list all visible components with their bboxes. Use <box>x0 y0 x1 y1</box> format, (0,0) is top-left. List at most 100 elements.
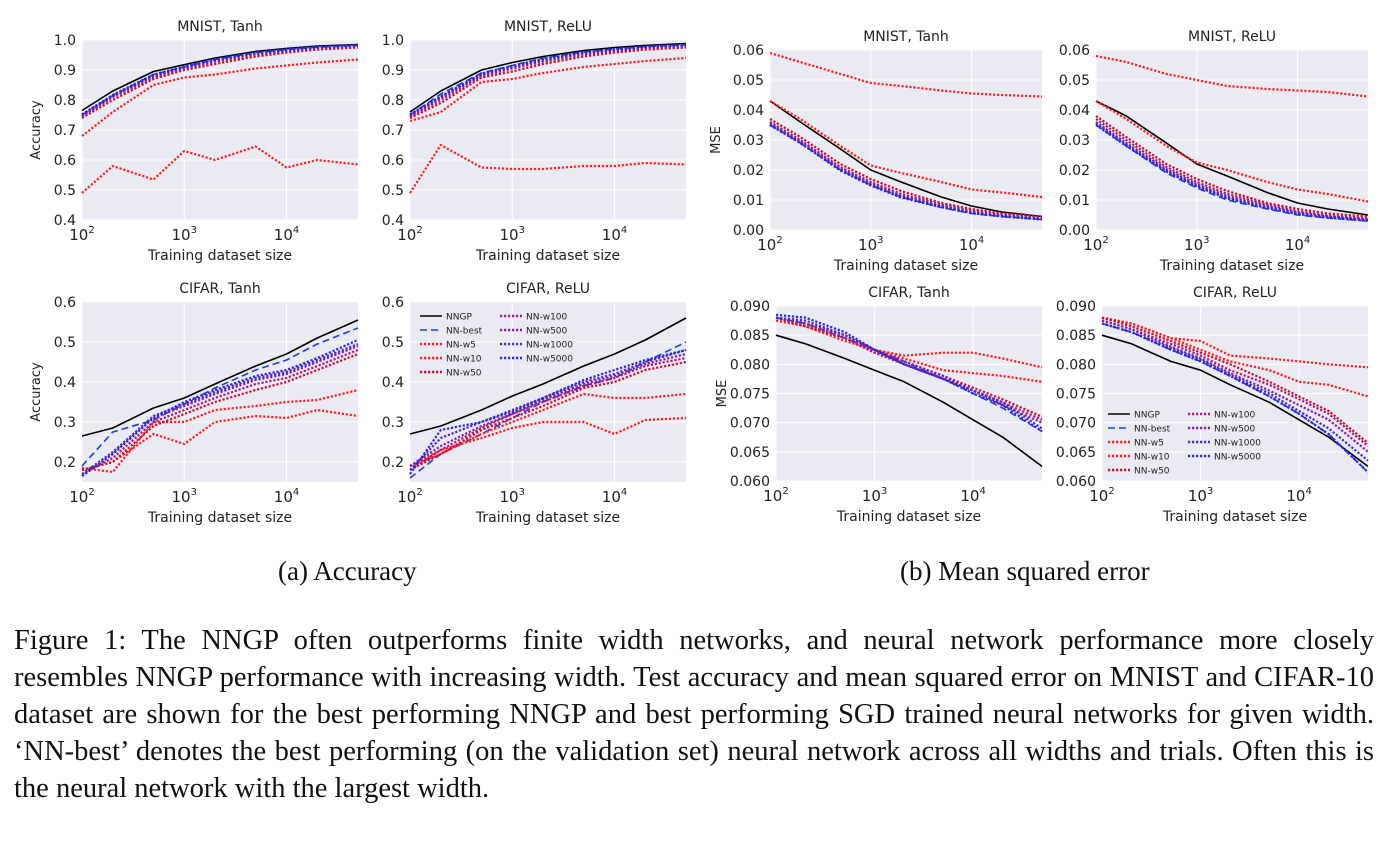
x-axis-label: Training dataset size <box>833 258 978 274</box>
subcaption-accuracy: (a) Accuracy <box>278 556 417 586</box>
y-tick-label: 0.7 <box>382 123 404 139</box>
y-tick-label: 0.00 <box>733 223 764 239</box>
series-line <box>81 145 359 194</box>
legend-label: NN-w1000 <box>526 341 573 351</box>
series-line <box>409 143 687 194</box>
x-tick-label: 103 <box>500 487 525 506</box>
chart-panel: 0.00 0.01 0.02 0.03 0.04 0.05 0.06 102 103 104 MNI… <box>709 29 1043 274</box>
x-axis-label: Training dataset size <box>1159 258 1304 274</box>
series-line <box>769 51 1043 98</box>
series-line <box>409 43 687 116</box>
legend-label: NN-best <box>446 327 483 337</box>
chart-panel: 0.060 0.065 0.070 0.075 0.080 0.085 0.090 102 10… <box>1056 285 1369 525</box>
series-line <box>409 360 687 471</box>
legend-label: NN-w10 <box>446 355 482 365</box>
y-axis-label: MSE <box>709 126 724 154</box>
series-line <box>409 46 687 119</box>
series-line <box>1101 316 1369 398</box>
legend-label: NN-w100 <box>1214 411 1256 421</box>
y-tick-label: 0.070 <box>730 416 770 432</box>
chart-title: MNIST, Tanh <box>863 29 949 45</box>
y-tick-label: 0.3 <box>54 415 76 431</box>
y-tick-label: 0.2 <box>54 455 76 471</box>
figure-caption: Figure 1: The NNGP often outperforms fin… <box>14 625 1374 804</box>
x-tick-label: 102 <box>757 235 782 254</box>
y-tick-label: 0.9 <box>54 63 76 79</box>
x-tick-label: 103 <box>858 235 883 254</box>
series-line <box>409 392 687 468</box>
chart-panel: 0.4 0.5 0.6 0.7 0.8 0.9 1.0 102 103 104 MNIST, Tan… <box>29 19 359 264</box>
chart-panel: 0.060 0.065 0.070 0.075 0.080 0.085 0.090 102 10… <box>715 285 1043 525</box>
chart-title: MNIST, ReLU <box>504 19 592 35</box>
chart-panel: 0.2 0.3 0.4 0.5 0.6 102 103 104 CIFAR, ReLU Train… <box>382 281 687 526</box>
legend-label: NN-w5000 <box>1214 453 1261 463</box>
chart-title: CIFAR, Tanh <box>179 281 260 297</box>
legend: NNGP NN-best NN-w5 NN-w10 NN-w50 NN-w100 NN-w5… <box>420 313 573 379</box>
series-line <box>1101 319 1369 453</box>
legend-label: NN-best <box>1134 425 1171 435</box>
y-tick-label: 0.065 <box>1056 445 1096 461</box>
series-line <box>769 100 1043 218</box>
y-tick-label: 0.060 <box>1056 474 1096 490</box>
y-tick-label: 0.8 <box>54 93 76 109</box>
x-tick-label: 104 <box>602 225 627 244</box>
legend-label: NN-w5000 <box>526 355 573 365</box>
chart-panel: 0.2 0.3 0.4 0.5 0.6 102 103 104 CIFAR, Tanh Train… <box>29 281 359 526</box>
legend-label: NN-w1000 <box>1214 439 1261 449</box>
y-tick-label: 0.085 <box>1056 328 1096 344</box>
y-tick-label: 0.7 <box>54 123 76 139</box>
y-axis-label: Accuracy <box>29 362 44 422</box>
series-line <box>1095 100 1369 203</box>
series-line <box>1101 322 1369 474</box>
chart-title: MNIST, Tanh <box>177 19 263 35</box>
series-line <box>1095 124 1369 222</box>
x-axis-label: Training dataset size <box>1162 509 1307 525</box>
series-line <box>775 316 1043 430</box>
x-tick-label: 103 <box>172 225 197 244</box>
x-tick-label: 102 <box>1089 486 1114 505</box>
series-line <box>775 334 1043 468</box>
y-tick-label: 0.01 <box>733 193 764 209</box>
plot-area <box>410 302 686 482</box>
legend-label: NN-w100 <box>526 313 568 323</box>
y-tick-label: 0.085 <box>730 328 770 344</box>
x-tick-label: 103 <box>1184 235 1209 254</box>
y-tick-label: 1.0 <box>382 33 404 49</box>
series-line <box>409 317 687 435</box>
y-tick-label: 0.9 <box>382 63 404 79</box>
series-line <box>81 408 359 472</box>
x-tick-label: 102 <box>69 225 94 244</box>
series-line <box>775 316 1043 424</box>
series-line <box>81 43 359 112</box>
x-tick-label: 103 <box>862 486 887 505</box>
y-tick-label: 0.5 <box>382 335 404 351</box>
legend-label: NN-w5 <box>446 341 476 351</box>
legend-label: NN-w50 <box>1134 467 1170 477</box>
legend-label: NN-w50 <box>446 369 482 379</box>
y-tick-label: 0.6 <box>382 153 404 169</box>
legend-label: NN-w500 <box>1214 425 1256 435</box>
y-tick-label: 0.01 <box>1059 193 1090 209</box>
series-line <box>1095 100 1369 216</box>
y-axis-label: Accuracy <box>29 100 44 160</box>
x-tick-label: 103 <box>500 225 525 244</box>
series-line <box>409 352 687 467</box>
series-line <box>81 319 359 437</box>
y-tick-label: 0.06 <box>1059 43 1090 59</box>
y-tick-label: 0.02 <box>733 163 764 179</box>
x-tick-label: 104 <box>602 487 627 506</box>
series-line <box>1101 334 1369 468</box>
y-tick-label: 0.3 <box>382 415 404 431</box>
x-tick-label: 104 <box>274 225 299 244</box>
y-tick-label: 0.2 <box>382 455 404 471</box>
chart-title: MNIST, ReLU <box>1188 29 1276 45</box>
y-tick-label: 0.00 <box>1059 223 1090 239</box>
y-tick-label: 0.4 <box>382 375 404 391</box>
series-line <box>769 122 1043 220</box>
y-tick-label: 0.05 <box>733 73 764 89</box>
x-axis-label: Training dataset size <box>475 510 620 526</box>
y-tick-label: 0.090 <box>730 299 770 315</box>
y-tick-label: 0.03 <box>1059 133 1090 149</box>
x-tick-label: 103 <box>1188 486 1213 505</box>
y-tick-label: 0.070 <box>1056 416 1096 432</box>
